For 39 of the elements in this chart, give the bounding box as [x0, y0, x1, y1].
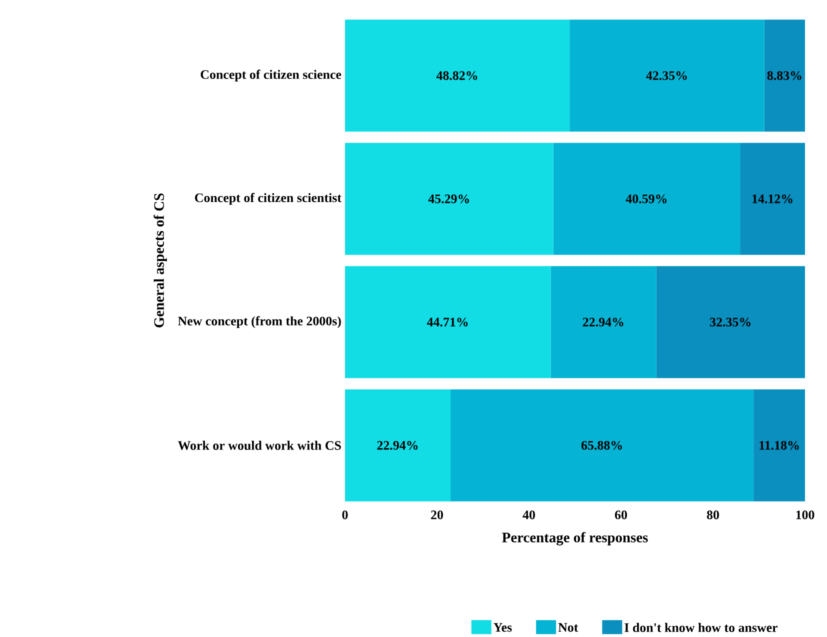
legend-label: Yes [494, 622, 512, 632]
bar [656, 266, 805, 378]
x-axis-title: Percentage of responses [502, 532, 648, 546]
bar [345, 266, 551, 378]
data-label: 8.83% [767, 71, 802, 80]
legend-label: I don't know how to answer [624, 622, 778, 632]
data-label: 22.94% [377, 440, 418, 450]
bar [345, 19, 570, 132]
x-tick-label: 20 [431, 510, 443, 520]
x-tick-label: 0 [342, 510, 348, 520]
x-tick-label: 100 [796, 510, 814, 520]
legend-label: Not [558, 622, 578, 632]
bar [450, 389, 754, 502]
data-label: 11.18% [760, 440, 799, 450]
data-label: 22.94% [582, 318, 624, 326]
x-tick-label: 80 [706, 510, 719, 520]
y-tick-label: New concept (from the 2000s) [178, 316, 341, 328]
data-label: 48.82% [436, 71, 478, 80]
data-label: 65.88% [581, 440, 622, 450]
x-tick-label: 40 [522, 510, 535, 520]
bar [345, 142, 554, 255]
x-tick-label: 60 [614, 510, 627, 520]
bar [345, 389, 451, 502]
data-label: 45.29% [428, 194, 469, 204]
data-label: 42.35% [646, 71, 687, 80]
bar [570, 19, 764, 132]
bar [740, 142, 805, 255]
y-axis-title: General aspects of CS [154, 193, 167, 328]
y-tick-label: Concept of citizen science [200, 69, 342, 82]
bar [764, 19, 805, 132]
bar [754, 389, 805, 502]
bar [550, 266, 656, 378]
data-label: 32.35% [710, 318, 750, 326]
y-tick-label: Work or would work with CS [178, 440, 341, 450]
bar [553, 142, 740, 255]
data-label: 44.71% [426, 318, 468, 326]
y-tick-label: Concept of citizen scientist [195, 192, 342, 205]
data-label: 40.59% [626, 194, 667, 204]
data-label: 14.12% [752, 194, 792, 204]
